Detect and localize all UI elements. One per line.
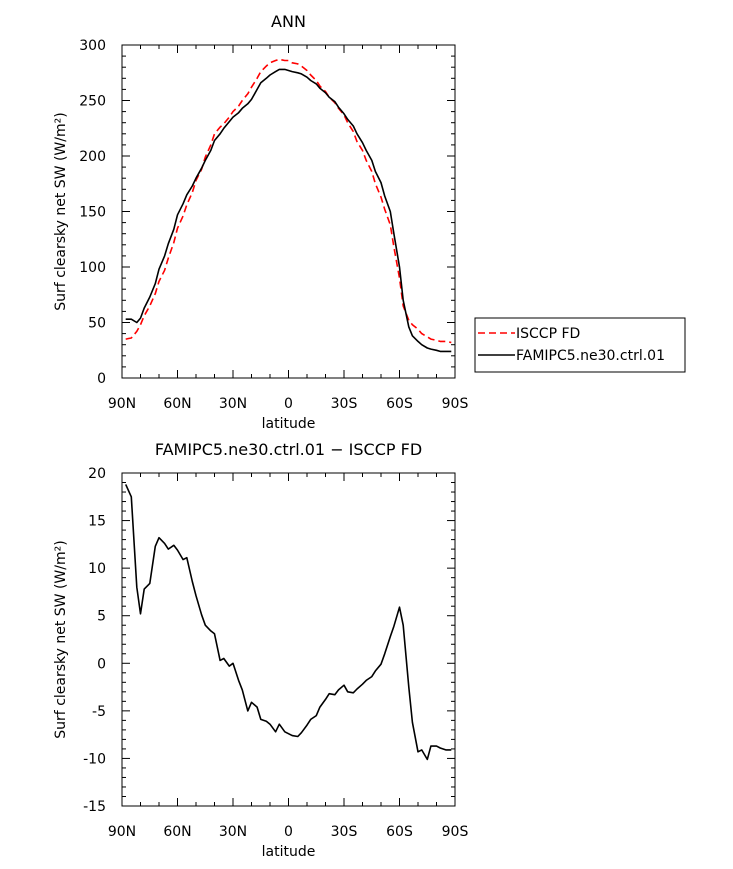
series-line-famipc5-ne30-ctrl-01	[125, 68, 452, 353]
chart-title: ANN	[271, 12, 306, 31]
y-tick-label: 5	[97, 609, 106, 625]
y-tick-label: 250	[79, 94, 106, 110]
y-tick-label: -5	[92, 704, 106, 720]
x-tick-label: 30N	[219, 824, 247, 840]
x-tick-label: 0	[284, 824, 293, 840]
legend-box	[474, 317, 686, 373]
legend-label: FAMIPC5.ne30.ctrl.01	[516, 348, 665, 364]
y-tick-label: -15	[83, 799, 106, 815]
x-tick-label: 30S	[331, 396, 358, 412]
y-tick-label: 15	[88, 514, 106, 530]
legend-label: ISCCP FD	[516, 326, 580, 342]
x-tick-label: 90N	[108, 396, 136, 412]
y-tick-label: 10	[88, 561, 106, 577]
x-axis-title: latitude	[262, 844, 316, 860]
y-tick-label: 50	[88, 316, 106, 332]
series-line-isccp-fd	[125, 58, 452, 344]
x-tick-label: 90N	[108, 824, 136, 840]
y-tick-label: 300	[79, 38, 106, 54]
x-tick-label: 60S	[386, 824, 413, 840]
y-tick-label: 200	[79, 149, 106, 165]
panel-annual-mean: ANN 90N 60N 30N 0 30S 60S 90S 0 50 100 150 200 250 300…	[53, 12, 468, 432]
x-tick-label: 60N	[163, 396, 191, 412]
x-tick-label: 30N	[219, 396, 247, 412]
y-tick-label: 100	[79, 260, 106, 276]
y-tick-label: 20	[88, 466, 106, 482]
chart-title: FAMIPC5.ne30.ctrl.01 − ISCCP FD	[155, 440, 422, 459]
y-tick-label: 0	[97, 656, 106, 672]
y-tick-label: 0	[97, 371, 106, 387]
x-tick-label: 60N	[163, 824, 191, 840]
y-axis-title: Surf clearsky net SW (W/m²)	[53, 540, 69, 738]
panel-difference: FAMIPC5.ne30.ctrl.01 − ISCCP FD 90N 60N 30N…	[53, 440, 468, 860]
plot-frame	[121, 44, 456, 379]
x-axis-title: latitude	[262, 416, 316, 432]
x-tick-label: 30S	[331, 824, 358, 840]
y-tick-label: 150	[79, 205, 106, 221]
y-axis-title: Surf clearsky net SW (W/m²)	[53, 112, 69, 310]
x-tick-label: 0	[284, 396, 293, 412]
y-tick-label: -10	[83, 751, 106, 767]
x-tick-label: 90S	[442, 396, 469, 412]
legend: ISCCP FD FAMIPC5.ne30.ctrl.01	[474, 317, 686, 373]
x-tick-label: 90S	[442, 824, 469, 840]
series-line-difference	[124, 484, 452, 761]
x-tick-label: 60S	[386, 396, 413, 412]
